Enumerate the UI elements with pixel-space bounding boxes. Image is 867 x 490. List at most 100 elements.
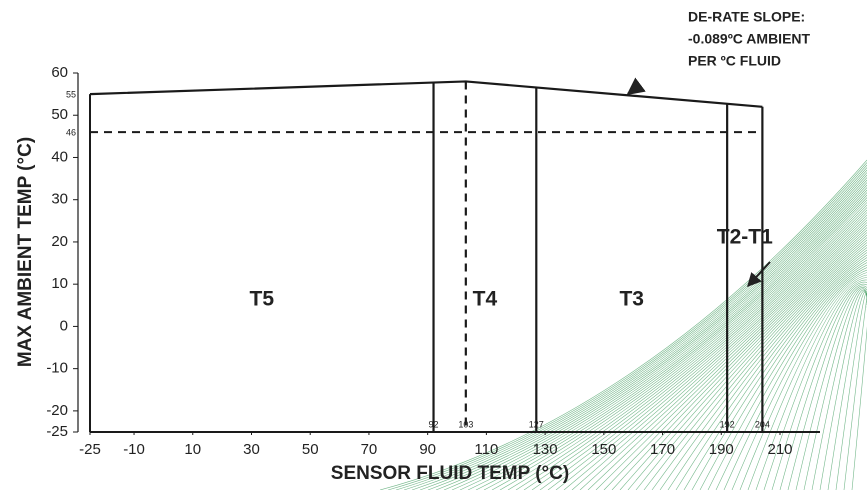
x-tick-label: 150 xyxy=(591,441,616,458)
hatch-line xyxy=(819,290,867,490)
y-tick-label: 50 xyxy=(51,106,68,123)
x-tick-label: 170 xyxy=(650,441,675,458)
divider-label: 204 xyxy=(755,419,770,429)
hatch-line xyxy=(843,295,867,490)
hatch-line xyxy=(435,177,867,490)
hatch-line xyxy=(563,217,867,490)
hatch-line xyxy=(795,287,867,490)
hatch-line xyxy=(379,159,867,490)
hatch-line xyxy=(483,192,867,490)
hatch-line xyxy=(747,274,867,490)
y-tick-label: 20 xyxy=(51,233,68,250)
x-tick-label: 130 xyxy=(533,441,558,458)
hatch-line xyxy=(811,289,867,490)
y-tick-label: -25 xyxy=(46,423,68,440)
background-hatch xyxy=(379,159,867,490)
y-tick-label: -20 xyxy=(46,402,68,419)
hatch-line xyxy=(531,207,867,490)
x-tick-label: 210 xyxy=(767,441,792,458)
hatch-line xyxy=(699,259,867,490)
hatch-line xyxy=(619,234,867,490)
hatch-line xyxy=(411,169,867,490)
y-tick-label: 0 xyxy=(60,317,68,334)
level-label: 46 xyxy=(66,128,76,138)
zone-label: T2-T1 xyxy=(717,226,773,249)
hatch-line xyxy=(491,194,867,490)
x-tick-label: 110 xyxy=(474,441,498,458)
hatch-line xyxy=(603,229,867,490)
x-tick-label: 10 xyxy=(184,441,201,458)
hatch-line xyxy=(523,204,867,490)
hatch-line xyxy=(779,283,867,490)
x-tick-label: 30 xyxy=(243,441,260,458)
x-tick-label: 70 xyxy=(361,441,378,458)
hatch-line xyxy=(443,179,867,490)
hatch-line xyxy=(835,292,867,490)
zone-label: T5 xyxy=(250,288,275,311)
x-tick-label: 50 xyxy=(302,441,319,458)
hatch-line xyxy=(715,264,867,490)
hatch-line xyxy=(803,288,867,490)
hatch-line xyxy=(771,281,867,490)
hatch-line xyxy=(723,267,867,490)
hatch-line xyxy=(555,214,867,490)
hatch-line xyxy=(691,257,867,490)
hatch-line xyxy=(683,254,867,490)
hatch-line xyxy=(763,279,867,490)
hatch-line xyxy=(547,212,867,490)
x-tick-label: 90 xyxy=(419,441,436,458)
hatch-line xyxy=(787,285,867,490)
x-tick-label: 190 xyxy=(709,441,734,458)
divider-label: 92 xyxy=(429,419,439,429)
level-label: 55 xyxy=(66,89,76,99)
annotation-line: PER ºC FLUID xyxy=(688,53,781,69)
hatch-line xyxy=(755,277,867,490)
derate-boundary xyxy=(89,80,763,108)
hatch-line xyxy=(427,174,867,490)
y-tick-label: 30 xyxy=(51,191,68,208)
hatch-line xyxy=(707,262,867,490)
hatch-line xyxy=(667,249,867,490)
hatch-line xyxy=(739,272,867,490)
hatch-line xyxy=(675,252,867,490)
hatch-line xyxy=(499,197,867,490)
hatch-line xyxy=(451,182,867,490)
annotation-arrow xyxy=(626,77,646,96)
hatch-line xyxy=(627,237,867,490)
hatch-line xyxy=(459,184,867,490)
x-axis-title: SENSOR FLUID TEMP (°C) xyxy=(331,463,569,484)
hatch-line xyxy=(651,244,867,490)
hatch-line xyxy=(635,239,867,490)
hatch-line xyxy=(467,187,867,490)
annotation-line: DE-RATE SLOPE: xyxy=(688,9,805,25)
hatch-line xyxy=(731,269,867,490)
hatch-line xyxy=(395,164,867,490)
zone-label: T4 xyxy=(473,288,498,311)
hatch-line xyxy=(475,189,867,490)
divider-label: 127 xyxy=(529,419,544,429)
y-tick-label: 40 xyxy=(51,148,68,165)
divider-label: 192 xyxy=(720,419,735,429)
y-axis-title: MAX AMBIENT TEMP (°C) xyxy=(15,137,36,367)
hatch-line xyxy=(643,242,867,490)
hatch-line xyxy=(539,209,867,490)
hatch-line xyxy=(403,167,867,490)
y-tick-label: 10 xyxy=(51,275,68,292)
x-tick-label: -10 xyxy=(123,441,145,458)
hatch-line xyxy=(515,202,867,490)
x-tick-label: -25 xyxy=(79,441,101,458)
hatch-line xyxy=(419,172,867,490)
hatch-line xyxy=(851,305,867,490)
hatch-line xyxy=(827,291,867,490)
zone-label: T3 xyxy=(619,288,644,311)
annotation-line: -0.089ºC AMBIENT xyxy=(688,31,811,47)
hatch-line xyxy=(595,227,867,490)
y-tick-label: -10 xyxy=(46,360,68,377)
hatch-line xyxy=(387,162,867,490)
divider-label: 103 xyxy=(458,419,473,429)
hatch-line xyxy=(587,224,867,490)
hatch-line xyxy=(507,199,867,490)
hatch-line xyxy=(611,232,867,490)
zone-arrow xyxy=(747,261,771,288)
